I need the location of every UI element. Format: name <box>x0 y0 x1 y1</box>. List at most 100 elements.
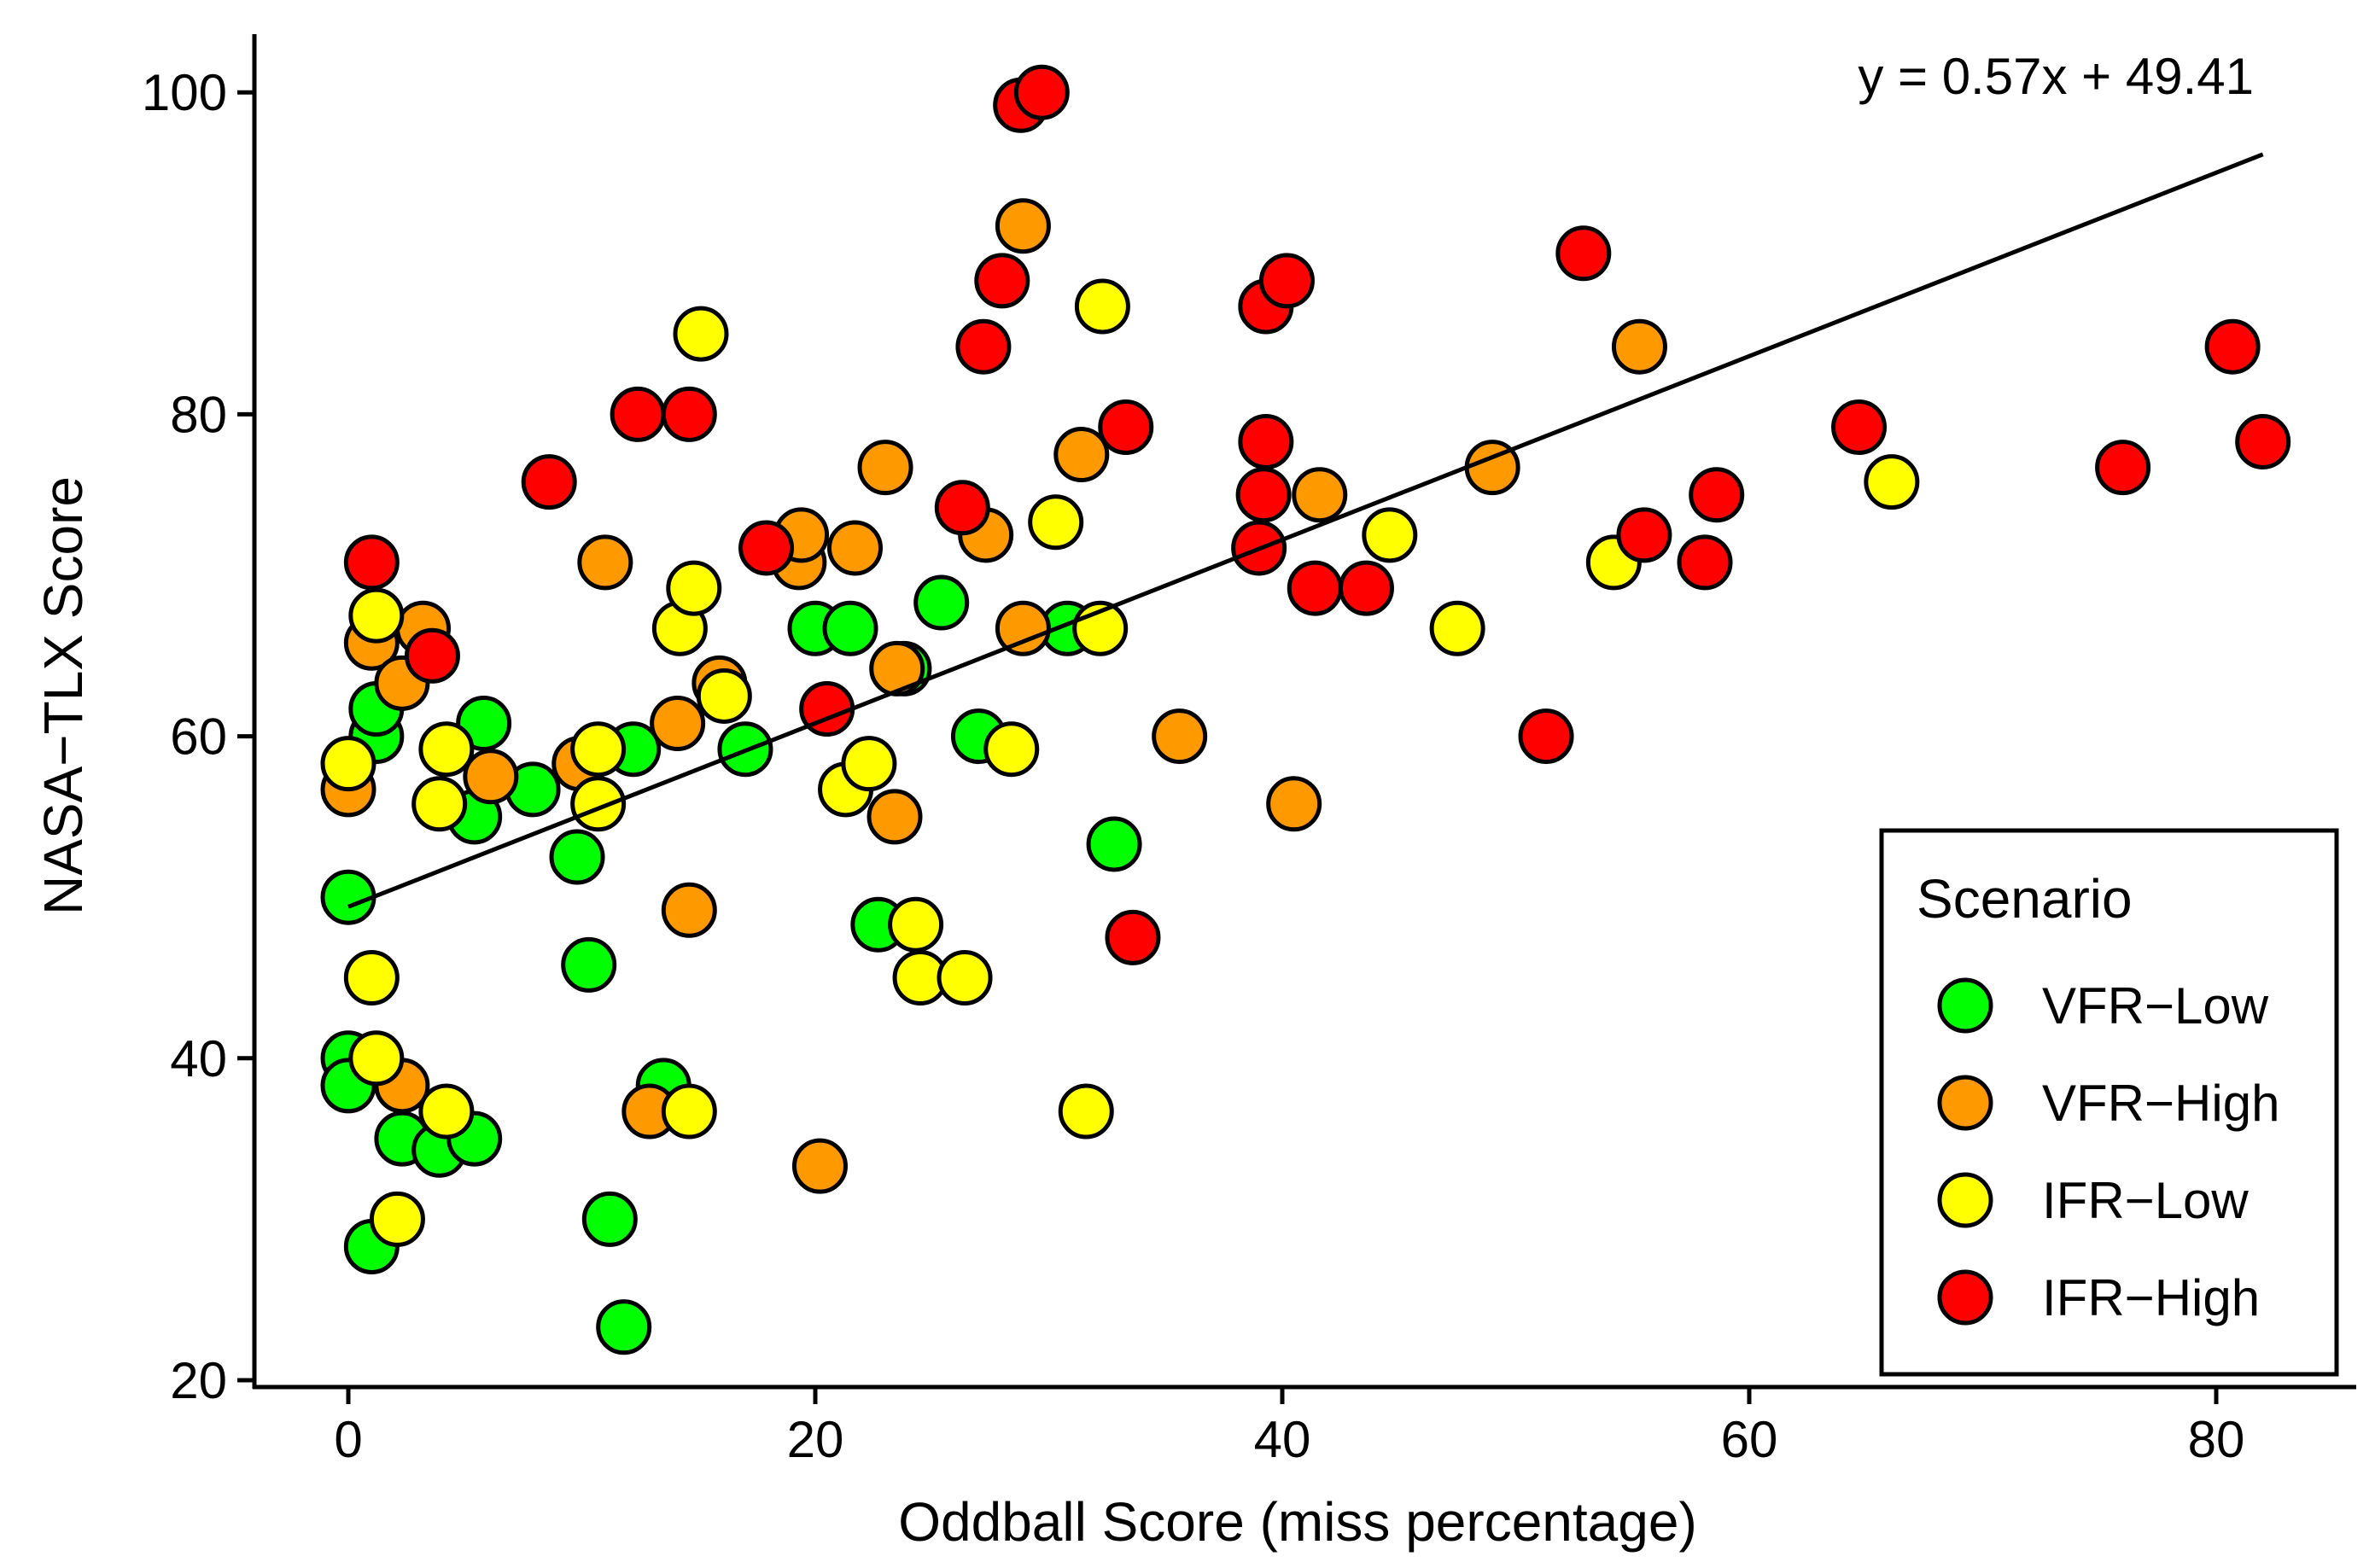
data-point <box>2235 413 2291 469</box>
y-tick-label: 60 <box>170 708 227 766</box>
data-point <box>661 882 717 938</box>
data-point <box>1831 399 1888 455</box>
data-point <box>867 789 923 845</box>
x-tick-label: 20 <box>787 1411 844 1468</box>
points-layer <box>320 64 2291 1355</box>
legend-label: VFR−Low <box>2042 977 2269 1035</box>
data-point <box>983 721 1040 778</box>
legend-label: VFR−High <box>2042 1075 2279 1132</box>
data-point <box>1058 1083 1114 1140</box>
y-axis-title: NASA−TLX Score <box>32 476 94 915</box>
data-point <box>1429 600 1485 656</box>
data-point <box>888 896 944 953</box>
legend-items: VFR−Low VFR−High IFR−Low IFR−High <box>1937 977 2279 1326</box>
data-point <box>596 1299 652 1355</box>
y-tick-label: 80 <box>170 386 227 443</box>
y-tick-label: 100 <box>142 64 227 121</box>
data-point <box>1611 318 1667 375</box>
data-point <box>1086 816 1142 872</box>
data-point <box>610 386 666 442</box>
data-point <box>1013 64 1070 120</box>
data-point <box>1258 253 1315 309</box>
legend: Scenario VFR−Low VFR−High IFR−Low IFR−High <box>1879 828 2339 1377</box>
data-point <box>570 776 627 832</box>
legend-label: IFR−High <box>2042 1269 2260 1326</box>
data-point <box>418 721 475 778</box>
regression-layer <box>347 152 2264 909</box>
data-point <box>822 600 878 656</box>
data-point <box>463 749 519 805</box>
data-point <box>521 454 577 510</box>
data-point <box>995 600 1051 656</box>
data-point <box>404 627 460 684</box>
data-point <box>696 667 752 724</box>
data-point <box>826 520 883 576</box>
data-point <box>561 936 617 993</box>
data-point <box>343 534 400 591</box>
data-point <box>1028 494 1084 551</box>
data-point <box>661 386 717 442</box>
data-point <box>841 736 897 792</box>
data-point <box>955 318 1012 375</box>
data-point <box>1238 413 1294 469</box>
y-tick-label: 20 <box>170 1352 227 1409</box>
data-point <box>1098 399 1154 455</box>
data-point <box>791 1138 848 1194</box>
data-point <box>974 253 1030 309</box>
data-point <box>1074 278 1130 335</box>
data-point <box>1105 909 1161 965</box>
data-point <box>937 950 993 1006</box>
data-point <box>1362 507 1418 563</box>
data-point <box>1677 534 1733 591</box>
data-point <box>1292 467 1348 523</box>
data-point <box>1266 776 1322 832</box>
data-point <box>348 587 405 644</box>
x-tick-label: 0 <box>334 1411 362 1468</box>
data-point <box>1338 560 1394 616</box>
data-point <box>343 950 400 1006</box>
regression-line <box>347 152 2264 909</box>
axes-layer: 0 20 40 60 80 20 40 60 80 100 <box>142 34 2356 1468</box>
legend-marker <box>1937 1269 1993 1326</box>
legend-marker <box>1937 1172 1993 1228</box>
data-point <box>1152 708 1208 765</box>
data-point <box>577 534 633 591</box>
legend-title: Scenario <box>1917 868 2133 930</box>
data-point <box>673 306 729 362</box>
data-point <box>1518 708 1574 765</box>
data-point <box>1235 467 1292 523</box>
data-point <box>869 640 925 697</box>
data-point <box>1053 427 1110 483</box>
data-point <box>456 696 512 752</box>
legend-marker <box>1937 1075 1993 1131</box>
data-point <box>1864 454 1920 510</box>
data-point <box>934 480 990 536</box>
data-point <box>2095 440 2151 496</box>
data-point <box>348 1030 405 1087</box>
data-point <box>738 520 795 576</box>
legend-marker <box>1937 977 1993 1034</box>
data-point <box>857 440 913 496</box>
data-point <box>549 829 605 885</box>
data-point <box>1555 225 1612 282</box>
data-point <box>418 1083 475 1140</box>
x-axis-title: Oddball Score (miss percentage) <box>898 1491 1697 1553</box>
data-point <box>661 1083 717 1140</box>
data-point <box>320 869 376 925</box>
data-point <box>570 721 627 778</box>
data-point <box>1287 560 1343 616</box>
data-point <box>320 736 376 792</box>
data-point <box>369 1191 425 1247</box>
data-point <box>1689 467 1745 523</box>
data-point <box>581 1191 638 1247</box>
data-point <box>2204 318 2261 375</box>
x-tick-label: 40 <box>1254 1411 1311 1468</box>
data-point <box>666 560 722 616</box>
data-point <box>913 574 970 631</box>
data-point <box>650 696 706 752</box>
legend-label: IFR−Low <box>2042 1172 2249 1229</box>
x-tick-label: 60 <box>1721 1411 1778 1468</box>
data-point <box>995 198 1051 254</box>
data-point <box>411 776 468 832</box>
